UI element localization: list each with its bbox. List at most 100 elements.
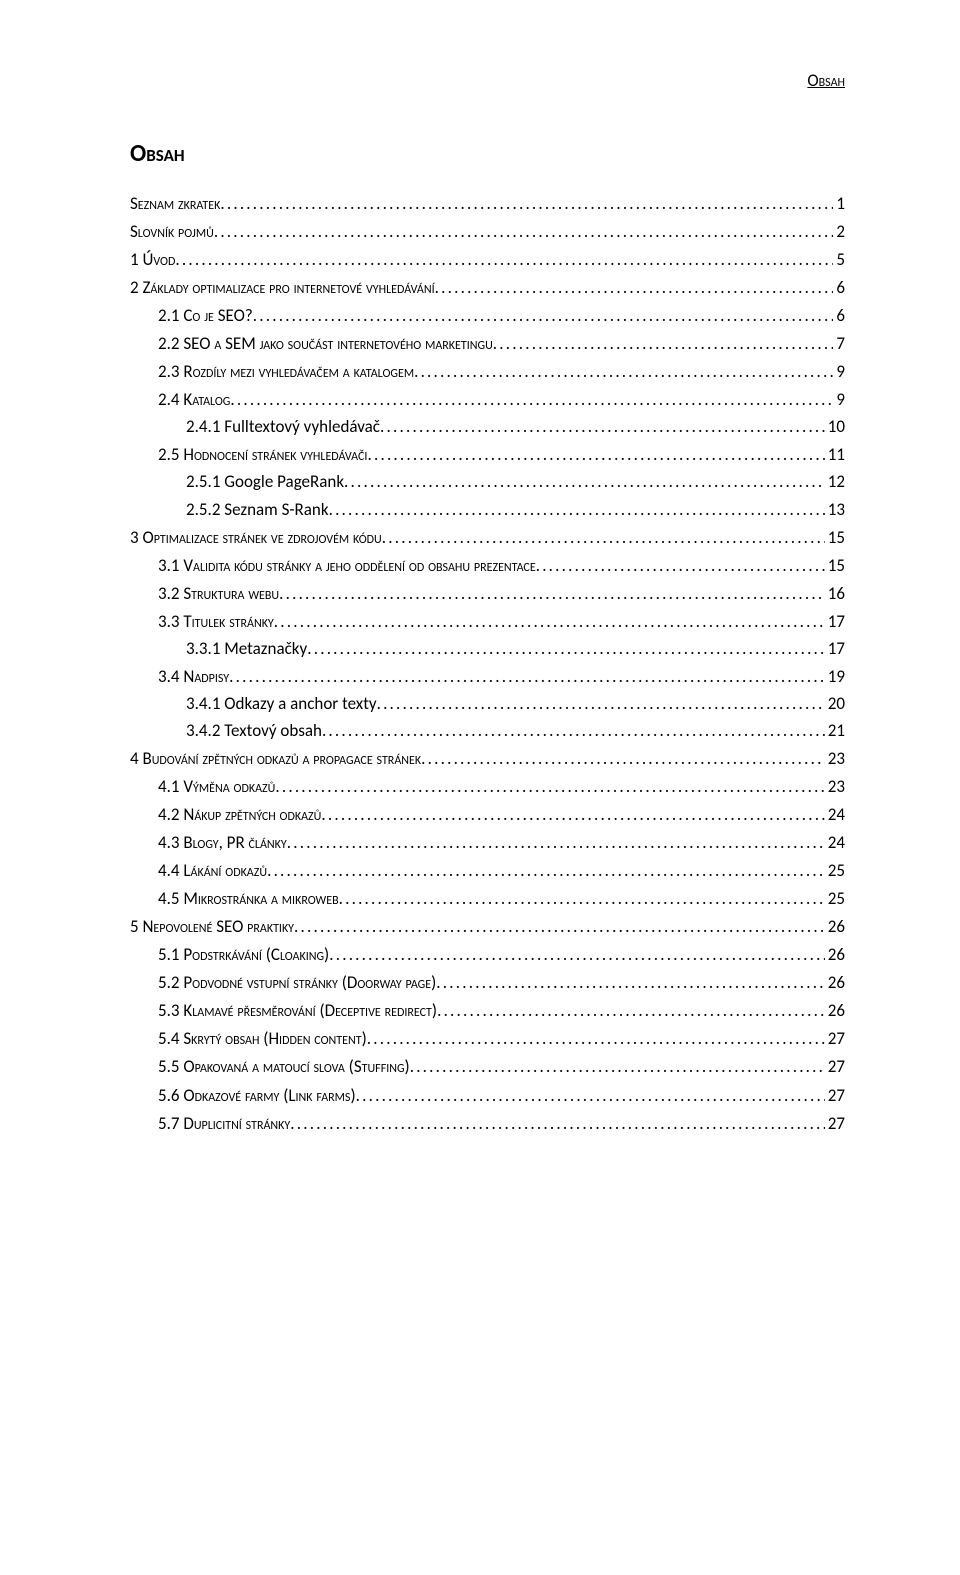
- dot-leader: [435, 278, 834, 298]
- toc-entry-label: 2 Základy optimalizace pro internetové v…: [130, 278, 435, 298]
- toc-entry-label: 3.4.1 Odkazy a anchor texty: [186, 694, 377, 714]
- toc-row: 4.5 Mikrostránka a mikroweb 25: [158, 889, 845, 909]
- dot-leader: [321, 805, 824, 825]
- toc-entry-label: 5.4 Skrytý obsah (Hidden content): [158, 1029, 367, 1049]
- dot-leader: [344, 472, 825, 492]
- toc-entry-page: 13: [825, 500, 845, 520]
- toc-entry-label: 4.1 Výměna odkazů: [158, 777, 275, 797]
- toc-row: 2.5.2 Seznam S-Rank13: [186, 500, 845, 520]
- dot-leader: [382, 528, 825, 548]
- toc-entry-page: 23: [825, 777, 845, 797]
- toc-row: Seznam zkratek1: [130, 194, 845, 214]
- toc-entry-label: Seznam zkratek: [130, 194, 220, 214]
- toc-entry-label: 3.4 Nadpisy: [158, 667, 229, 687]
- toc-row: 4.1 Výměna odkazů 23: [158, 777, 845, 797]
- toc-entry-page: 17: [825, 639, 845, 659]
- toc-entry-label: 5.3 Klamavé přesměrování (Deceptive redi…: [158, 1001, 437, 1021]
- toc-entry-label: 5.2 Podvodné vstupní stránky (Doorway pa…: [158, 973, 436, 993]
- toc-row: 2.4 Katalog 9: [158, 390, 845, 410]
- dot-leader: [279, 584, 825, 604]
- toc-entry-page: 15: [825, 528, 845, 548]
- toc-row: 5.5 Opakovaná a matoucí slova (Stuffing)…: [158, 1057, 845, 1077]
- toc-entry-label: 4.4 Lákání odkazů: [158, 861, 267, 881]
- toc-entry-label: 2.5 Hodnocení stránek vyhledávači: [158, 445, 367, 465]
- toc-entry-label: 5.6 Odkazové farmy (Link farms): [158, 1086, 356, 1106]
- toc-entry-label: 3.1 Validita kódu stránky a jeho oddělen…: [158, 556, 536, 576]
- toc-entry-page: 25: [825, 861, 845, 881]
- toc-entry-page: 26: [825, 945, 845, 965]
- toc-entry-page: 21: [825, 721, 845, 741]
- toc-row: 2.3 Rozdíly mezi vyhledávačem a kataloge…: [158, 362, 845, 382]
- toc-entry-label: 5 Nepovolené SEO praktiky: [130, 917, 294, 937]
- dot-leader: [356, 1086, 825, 1106]
- toc-row: 3.4 Nadpisy19: [158, 667, 845, 687]
- toc-entry-label: 4.5 Mikrostránka a mikroweb: [158, 889, 339, 909]
- toc-entry-page: 26: [825, 917, 845, 937]
- toc-row: 3.1 Validita kódu stránky a jeho oddělen…: [158, 556, 845, 576]
- toc-entry-label: 3.3 Titulek stránky: [158, 612, 274, 632]
- dot-leader: [367, 1029, 825, 1049]
- toc-row: 3.3 Titulek stránky 17: [158, 612, 845, 632]
- toc-entry-page: 25: [825, 889, 845, 909]
- dot-leader: [230, 390, 833, 410]
- toc-entry-page: 10: [825, 417, 845, 437]
- dot-leader: [175, 250, 833, 270]
- toc-entry-page: 27: [825, 1086, 845, 1106]
- toc-entry-page: 20: [825, 694, 845, 714]
- dot-leader: [367, 445, 824, 465]
- toc-entry-page: 16: [825, 584, 845, 604]
- toc-row: 2.5 Hodnocení stránek vyhledávači11: [158, 445, 845, 465]
- toc-entry-label: 2.1 Co je SEO?: [158, 306, 253, 326]
- toc-row: 2.5.1 Google PageRank12: [186, 472, 845, 492]
- toc-entry-page: 9: [833, 362, 845, 382]
- dot-leader: [287, 833, 825, 853]
- toc-row: 5.7 Duplicitní stránky27: [158, 1114, 845, 1134]
- toc-entry-label: 5.1 Podstrkávání (Cloaking): [158, 945, 329, 965]
- toc-row: 1 Úvod5: [130, 250, 845, 270]
- toc-row: 3.4.2 Textový obsah21: [186, 721, 845, 741]
- toc-entry-page: 24: [825, 805, 845, 825]
- dot-leader: [274, 612, 825, 632]
- toc-entry-page: 23: [825, 749, 845, 769]
- toc-row: 3 Optimalizace stránek ve zdrojovém kódu…: [130, 528, 845, 548]
- toc-row: 5.3 Klamavé přesměrování (Deceptive redi…: [158, 1001, 845, 1021]
- dot-leader: [536, 556, 825, 576]
- toc-entry-page: 9: [833, 390, 845, 410]
- toc-row: 5 Nepovolené SEO praktiky 26: [130, 917, 845, 937]
- dot-leader: [229, 667, 825, 687]
- dot-leader: [220, 194, 833, 214]
- toc-entry-label: 2.4 Katalog: [158, 390, 230, 410]
- toc-entry-page: 27: [825, 1057, 845, 1077]
- toc-entry-label: 4 Budování zpětných odkazů a propagace s…: [130, 749, 421, 769]
- dot-leader: [253, 306, 834, 326]
- dot-leader: [339, 889, 825, 909]
- toc-entry-label: 4.2 Nákup zpětných odkazů: [158, 805, 321, 825]
- toc-row: 2.1 Co je SEO? 6: [158, 306, 845, 326]
- dot-leader: [380, 417, 825, 437]
- toc-row: 3.3.1 Metaznačky 17: [186, 639, 845, 659]
- dot-leader: [322, 721, 825, 741]
- table-of-contents: Seznam zkratek1 Slovník pojmů2 1 Úvod5 2 Zá…: [130, 194, 845, 1134]
- toc-entry-label: 3.3.1 Metaznačky: [186, 639, 307, 659]
- dot-leader: [377, 694, 825, 714]
- toc-entry-label: 2.3 Rozdíly mezi vyhledávačem a kataloge…: [158, 362, 414, 382]
- toc-entry-page: 26: [825, 973, 845, 993]
- toc-row: 2.2 SEO a SEM jako součást internetového…: [158, 334, 845, 354]
- toc-entry-page: 17: [825, 612, 845, 632]
- toc-row: 3.2 Struktura webu16: [158, 584, 845, 604]
- toc-entry-page: 7: [833, 334, 845, 354]
- dot-leader: [329, 500, 825, 520]
- toc-entry-label: 5.5 Opakovaná a matoucí slova (Stuffing): [158, 1057, 410, 1077]
- toc-row: 4.4 Lákání odkazů 25: [158, 861, 845, 881]
- toc-entry-label: 3 Optimalizace stránek ve zdrojovém kódu: [130, 528, 382, 548]
- toc-entry-label: 2.4.1 Fulltextový vyhledávač: [186, 417, 380, 437]
- dot-leader: [267, 861, 825, 881]
- toc-entry-page: 6: [833, 306, 845, 326]
- toc-entry-page: 12: [825, 472, 845, 492]
- toc-row: 5.4 Skrytý obsah (Hidden content) 27: [158, 1029, 845, 1049]
- toc-row: 5.1 Podstrkávání (Cloaking) 26: [158, 945, 845, 965]
- toc-row: Slovník pojmů2: [130, 222, 845, 242]
- dot-leader: [493, 334, 834, 354]
- dot-leader: [410, 1057, 825, 1077]
- toc-entry-page: 27: [825, 1029, 845, 1049]
